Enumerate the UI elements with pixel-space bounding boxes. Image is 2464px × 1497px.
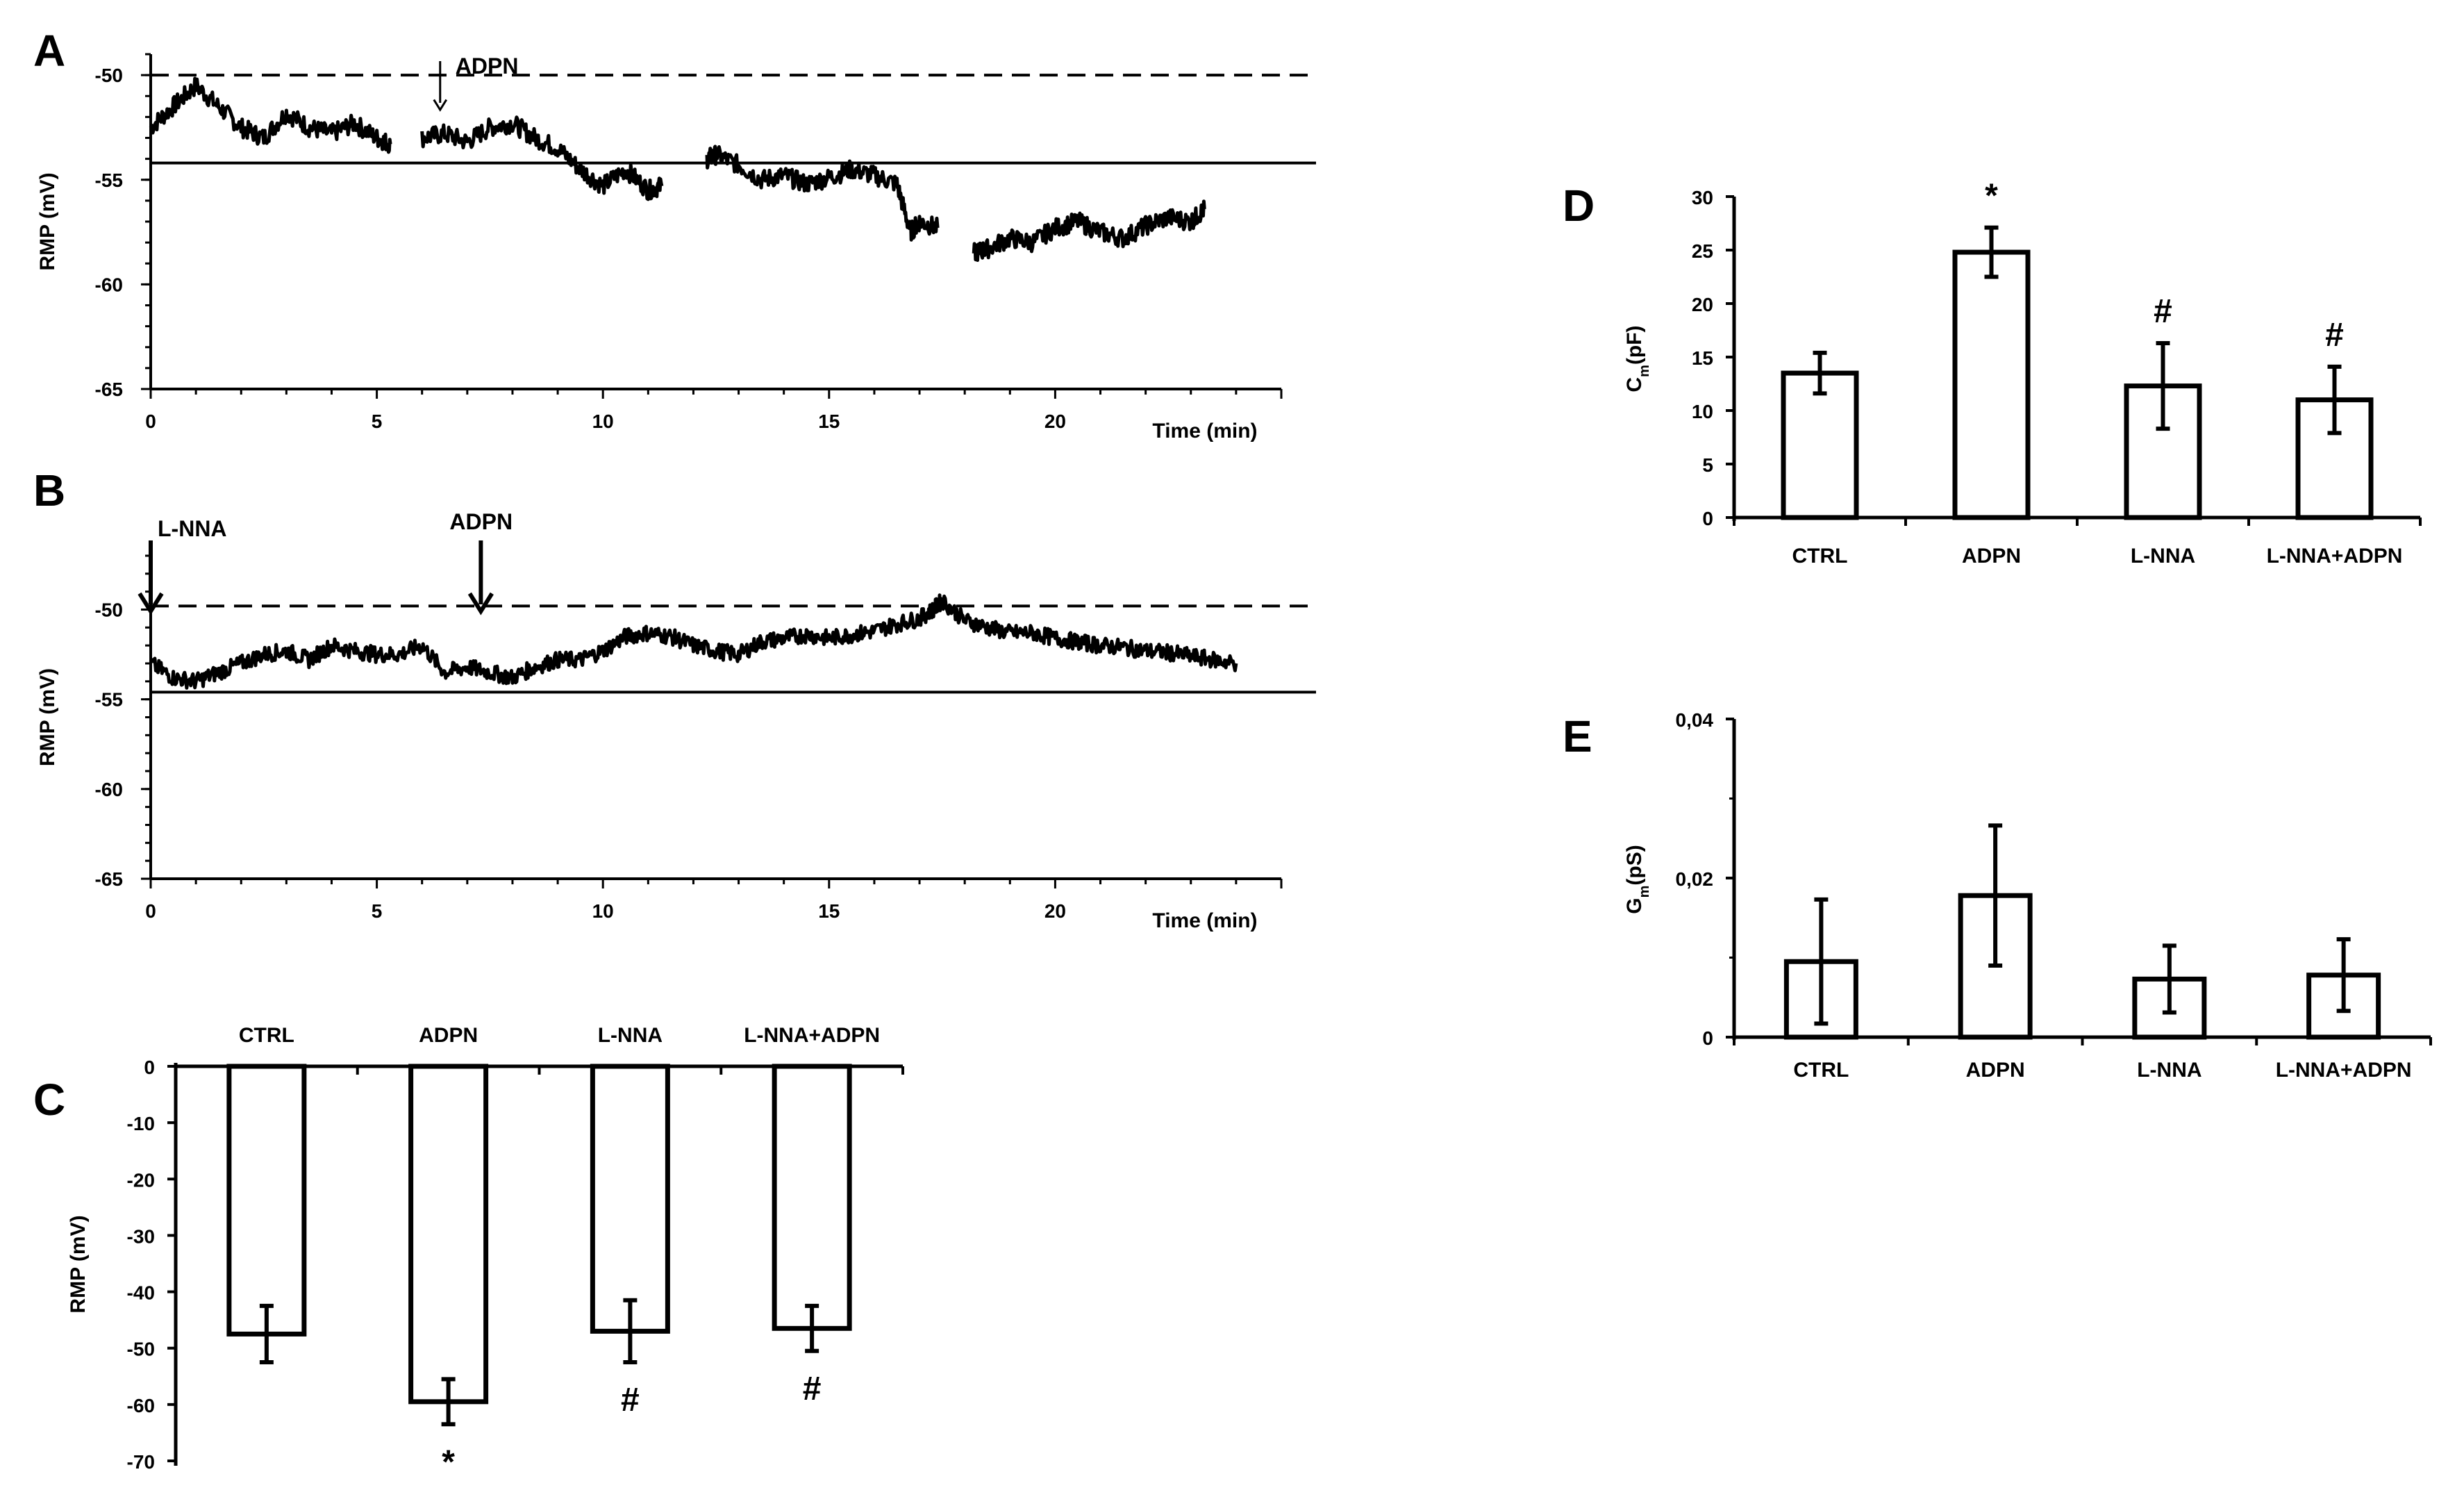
panel-d-y-axis-label-main: C	[1623, 377, 1646, 392]
panel-a-plot-area: -50 -55 -60 -65 0 5 10 15 20	[95, 53, 1316, 432]
b-x-tick-label: 20	[1044, 900, 1066, 922]
d-y-tick-label: 20	[1692, 294, 1713, 315]
c-bar-l-nna	[590, 1064, 670, 1334]
b-trace-segment-0	[149, 593, 1238, 690]
panel-label-d: D	[1563, 181, 1595, 231]
panel-label-b: B	[33, 465, 65, 515]
e-y-tick-label: 0	[1702, 1027, 1713, 1049]
panel-d-plot-area: 0 5 10 15 20 25 30 CTRL ADPN * L-NNA # L-NNA+ADPN #	[1692, 178, 2422, 568]
panel-d-y-axis-label: Cm(pF)	[1623, 325, 1652, 392]
a-y-tick-label: -55	[95, 169, 123, 191]
d-y-tick-label: 0	[1702, 508, 1713, 529]
panel-d-bar-chart: Cm(pF) 0 5 10 15 20 25 30 CTRL ADPN * L-NNA # L-NNA+…	[1623, 178, 2422, 568]
d-y-tick-label: 5	[1702, 454, 1713, 476]
a-x-tick-label: 15	[818, 411, 840, 432]
e-category-label: L-NNA	[2137, 1059, 2201, 1082]
panel-b-x-axis-label: Time (min)	[1152, 909, 1257, 932]
d-significance-mark: #	[2154, 293, 2172, 330]
d-y-tick-label: 25	[1692, 240, 1713, 262]
panel-label-e: E	[1563, 711, 1592, 761]
c-significance-mark: #	[803, 1371, 822, 1407]
a-arrow-head	[433, 99, 448, 112]
d-category-label: ADPN	[1962, 545, 2021, 568]
c-bar-ctrl	[226, 1064, 307, 1337]
c-bar-l-nna-plus-adpn	[772, 1064, 852, 1331]
panel-a-y-axis-label: RMP (mV)	[36, 172, 59, 270]
b-x-tick-label: 10	[592, 900, 614, 922]
d-category-label: CTRL	[1792, 545, 1848, 568]
panel-b-lnna-annotation: L-NNA	[158, 516, 227, 541]
d-bar-adpn	[1952, 249, 2031, 520]
panel-c-plot-area: 0 -10 -20 -30 -40 -50 -60 -70 CTRL ADPN * L-NNA # L-N…	[127, 1024, 904, 1480]
a-y-tick-label: -50	[95, 65, 123, 86]
c-category-label: L-NNA	[598, 1024, 663, 1047]
a-y-tick-label: -60	[95, 274, 123, 295]
c-y-tick-label: 0	[144, 1057, 155, 1078]
d-y-tick-label: 30	[1692, 187, 1713, 208]
panel-e-plot-area: 0 0,02 0,04 CTRL ADPN L-NNA L-NNA+ADPN	[1676, 709, 2432, 1082]
panel-e-y-axis-label-unit: (pS)	[1623, 845, 1646, 885]
c-y-tick-label: -10	[127, 1113, 155, 1134]
d-category-label: L-NNA+ADPN	[2267, 545, 2403, 568]
panel-d-y-axis-label-sub: m	[1637, 365, 1652, 377]
panel-label-a: A	[33, 26, 65, 76]
e-category-label: ADPN	[1966, 1059, 2025, 1082]
a-trace-segment-1	[420, 115, 664, 201]
a-trace-segment-0	[149, 76, 392, 154]
c-category-label: CTRL	[239, 1024, 294, 1047]
c-y-tick-label: -30	[127, 1225, 155, 1247]
c-significance-mark: *	[442, 1444, 455, 1480]
c-y-tick-label: -60	[127, 1395, 155, 1416]
d-category-label: L-NNA	[2131, 545, 2195, 568]
d-y-tick-label: 15	[1692, 347, 1713, 369]
c-category-label: ADPN	[419, 1024, 478, 1047]
c-y-tick-label: -40	[127, 1282, 155, 1304]
panel-e-y-axis-label-main: G	[1623, 898, 1646, 913]
a-y-tick-label: -65	[95, 379, 123, 400]
d-significance-mark: *	[1985, 178, 1998, 215]
panel-d-y-axis-label-unit: (pF)	[1623, 325, 1646, 365]
c-y-tick-label: -70	[127, 1451, 155, 1473]
panel-e-bar-chart: Gm(pS) 0 0,02 0,04 CTRL ADPN L-NNA L-NNA+ADPN	[1623, 709, 2432, 1082]
a-x-tick-label: 0	[145, 411, 156, 432]
d-significance-mark: #	[2325, 317, 2344, 354]
e-y-tick-label: 0,04	[1676, 709, 1714, 731]
b-x-tick-label: 5	[372, 900, 383, 922]
e-category-label: L-NNA+ADPN	[2276, 1059, 2412, 1082]
panel-b-y-axis-label: RMP (mV)	[36, 668, 59, 766]
b-arrow-head	[467, 592, 494, 615]
panel-b-adpn-annotation: ADPN	[449, 509, 513, 534]
d-y-tick-label: 10	[1692, 401, 1713, 422]
panel-e-y-axis-label-sub: m	[1637, 886, 1652, 898]
e-category-label: CTRL	[1793, 1059, 1849, 1082]
panel-c-y-axis-label: RMP (mV)	[67, 1215, 90, 1313]
c-y-tick-label: -50	[127, 1339, 155, 1360]
a-trace-segment-2	[705, 144, 940, 242]
b-x-tick-label: 0	[145, 900, 156, 922]
c-category-label: L-NNA+ADPN	[744, 1024, 880, 1047]
panel-a-x-axis-label: Time (min)	[1152, 420, 1257, 443]
c-bar-adpn	[408, 1064, 489, 1405]
panel-label-c: C	[33, 1075, 65, 1125]
d-bar-l-nna	[2124, 383, 2202, 520]
e-y-tick-label: 0,02	[1676, 868, 1714, 890]
panel-c-bar-chart: RMP (mV) 0 -10 -20 -30 -40 -50 -60 -70 CTRL ADPN *…	[67, 1024, 904, 1480]
panel-b-plot-area: -50 -55 -60 -65 0 5 10 15 20	[95, 540, 1316, 922]
a-x-tick-label: 10	[592, 411, 614, 432]
panel-a-trace-chart: RMP (mV) Time (min) ADPN -50-55-60-650 5 1…	[36, 53, 1316, 443]
panel-e-y-axis-label: Gm(pS)	[1623, 845, 1652, 913]
b-y-tick-label: -60	[95, 779, 123, 800]
c-significance-mark: #	[621, 1382, 640, 1419]
b-x-tick-label: 15	[818, 900, 840, 922]
b-y-tick-label: -50	[95, 599, 123, 621]
b-y-tick-label: -65	[95, 868, 123, 890]
a-x-tick-label: 20	[1044, 411, 1066, 432]
panel-b-trace-chart: RMP (mV) Time (min) L-NNA ADPN -50 -55 -60…	[36, 509, 1316, 932]
b-y-tick-label: -55	[95, 689, 123, 711]
c-y-tick-label: -20	[127, 1169, 155, 1191]
a-trace-segment-3	[972, 199, 1206, 262]
b-arrow-head	[138, 592, 164, 615]
a-x-tick-label: 5	[372, 411, 383, 432]
